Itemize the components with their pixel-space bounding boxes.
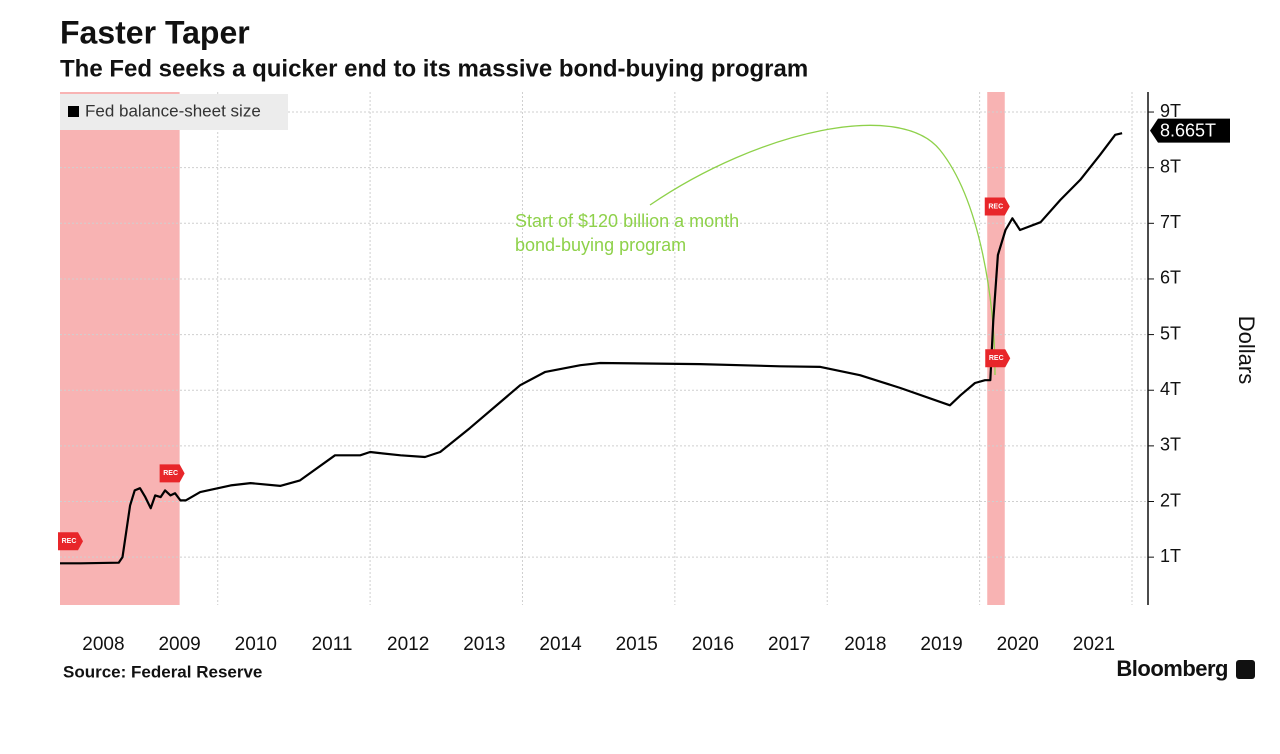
recession-band bbox=[60, 92, 180, 605]
x-tick-label: 2011 bbox=[312, 634, 353, 655]
x-tick-label: 2015 bbox=[616, 634, 658, 655]
recession-flag bbox=[58, 532, 83, 551]
x-tick-label: 2013 bbox=[463, 634, 505, 655]
recession-flag-label: REC bbox=[163, 470, 178, 477]
end-label: 8.665T bbox=[1160, 120, 1216, 140]
x-tick-label: 2019 bbox=[920, 634, 962, 655]
y-tick-label: 1T bbox=[1160, 546, 1181, 566]
x-tick-label: 2009 bbox=[158, 634, 200, 655]
brand-icon bbox=[1236, 660, 1255, 679]
recession-flag bbox=[985, 349, 1011, 368]
recession-flag-label: REC bbox=[62, 538, 77, 545]
y-tick-label: 3T bbox=[1160, 435, 1181, 455]
legend: Fed balance-sheet size bbox=[60, 94, 288, 130]
source: Source: Federal Reserve bbox=[63, 662, 262, 681]
annotation-arrow bbox=[649, 124, 996, 376]
series-line bbox=[60, 132, 1123, 565]
x-tick-label: 2012 bbox=[387, 634, 429, 655]
recession-flag-label: REC bbox=[989, 355, 1004, 362]
y-tick-label: 5T bbox=[1160, 323, 1181, 343]
x-tick-label: 2018 bbox=[844, 634, 886, 655]
y-tick-label: 6T bbox=[1160, 268, 1181, 288]
end-label-box bbox=[1150, 118, 1230, 143]
x-tick-label: 2008 bbox=[82, 634, 124, 655]
chart-subtitle: The Fed seeks a quicker end to its massi… bbox=[60, 55, 808, 82]
x-tick-label: 2020 bbox=[997, 634, 1039, 655]
y-tick-label: 9T bbox=[1160, 101, 1181, 121]
y-tick-label: 8T bbox=[1160, 156, 1181, 176]
brand: Bloomberg bbox=[1116, 656, 1228, 681]
x-tick-label: 2010 bbox=[235, 634, 277, 655]
y-axis-label: Dollars bbox=[1234, 316, 1259, 384]
recession-flag-label: REC bbox=[988, 203, 1003, 210]
x-tick-label: 2014 bbox=[539, 634, 582, 655]
recession-band bbox=[987, 92, 1005, 605]
annotation: Start of $120 billion a month bbox=[515, 211, 739, 231]
legend-label: Fed balance-sheet size bbox=[85, 101, 261, 120]
legend-box bbox=[60, 94, 288, 130]
y-tick-label: 7T bbox=[1160, 212, 1181, 232]
x-tick-label: 2017 bbox=[768, 634, 810, 655]
legend-swatch bbox=[68, 106, 79, 117]
y-tick-label: 2T bbox=[1160, 490, 1181, 510]
chart-title: Faster Taper bbox=[60, 14, 250, 50]
x-tick-label: 2021 bbox=[1073, 634, 1115, 655]
y-tick-label: 4T bbox=[1160, 379, 1181, 399]
recession-flag bbox=[159, 464, 185, 483]
x-tick-label: 2016 bbox=[692, 634, 734, 655]
annotation: bond-buying program bbox=[515, 235, 686, 255]
recession-flag bbox=[984, 197, 1010, 216]
